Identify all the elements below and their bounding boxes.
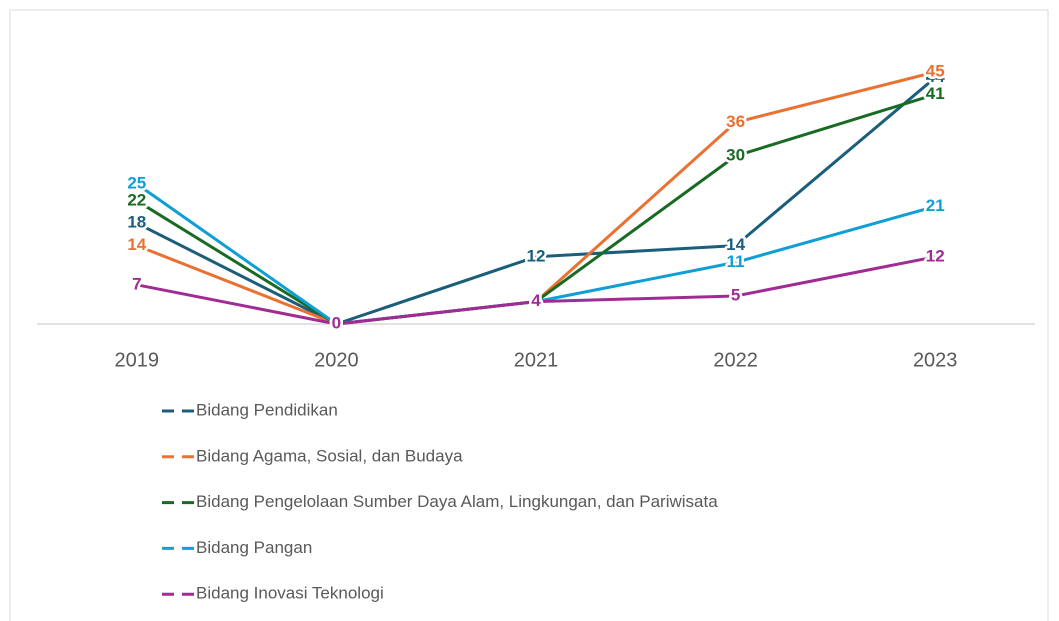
data-label: 30 — [726, 145, 745, 164]
data-label: 4 — [531, 291, 541, 310]
data-label: 22 — [127, 190, 146, 209]
data-label: 0 — [332, 313, 341, 332]
series-line — [136, 255, 936, 326]
data-label: 0 — [332, 313, 341, 332]
x-tick-label: 2021 — [514, 349, 559, 371]
x-tick-label: 2020 — [314, 349, 359, 371]
data-label: 14 — [726, 235, 745, 254]
legend-label: Bidang Pangan — [196, 538, 312, 557]
chart-frame — [9, 9, 1049, 621]
x-tick-label: 2023 — [913, 349, 958, 371]
data-label: 0 — [332, 313, 341, 332]
legend-label: Bidang Inovasi Teknologi — [196, 584, 384, 603]
data-label: 7 — [132, 274, 141, 293]
data-label: 11 — [727, 252, 745, 271]
data-label: 41 — [926, 84, 945, 103]
data-label: 4 — [531, 291, 541, 310]
series-line — [136, 76, 937, 326]
data-label: 25 — [127, 173, 146, 192]
data-label: 14 — [127, 235, 146, 254]
data-label: 0 — [332, 313, 341, 332]
data-label: 12 — [926, 246, 945, 265]
data-label: 5 — [731, 285, 740, 304]
data-label: 44 — [926, 67, 945, 86]
data-label: 21 — [926, 196, 945, 215]
x-tick-label: 2022 — [713, 349, 758, 371]
legend-label: Bidang Pendidikan — [196, 400, 338, 419]
data-label: 18 — [127, 213, 146, 232]
series-line — [136, 70, 936, 326]
data-label: 12 — [527, 246, 546, 265]
data-label: 4 — [531, 291, 541, 310]
data-label: 4 — [531, 291, 541, 310]
legend-label: Bidang Pengelolaan Sumber Daya Alam, Lin… — [196, 492, 718, 511]
x-tick-label: 2019 — [115, 349, 160, 371]
series-line — [136, 92, 936, 326]
data-label: 36 — [726, 112, 745, 131]
data-label: 0 — [332, 313, 341, 332]
data-label: 45 — [926, 61, 945, 80]
legend-label: Bidang Agama, Sosial, dan Budaya — [196, 446, 463, 465]
